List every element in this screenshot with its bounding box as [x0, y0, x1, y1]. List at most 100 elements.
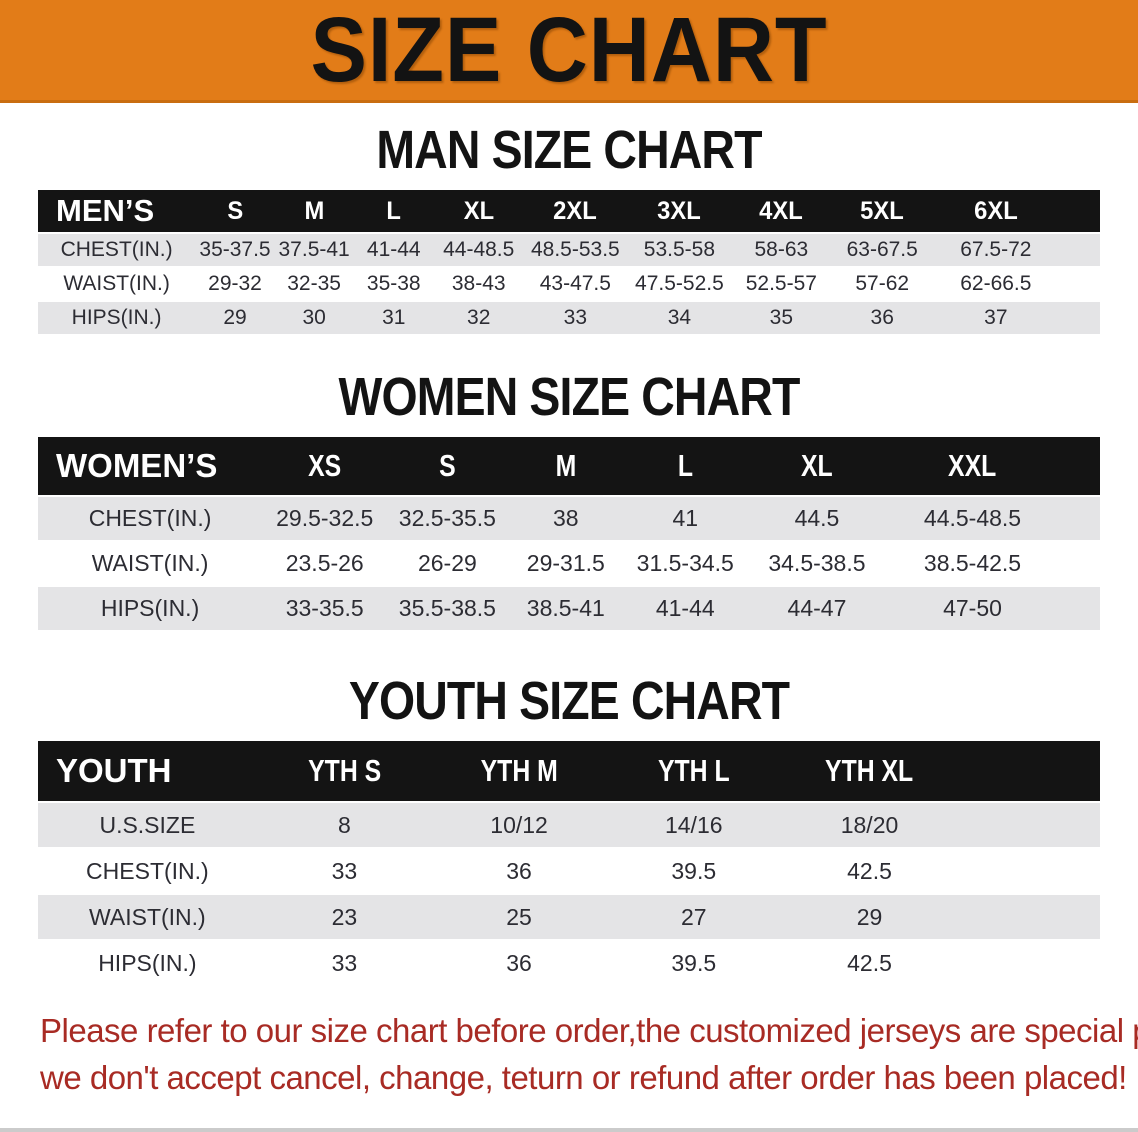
cell-filler: [1058, 302, 1100, 334]
table-cell: 33-35.5: [262, 587, 388, 630]
cell-filler: [1058, 268, 1100, 300]
table-cell: 10/12: [431, 803, 607, 847]
table-cell: 29-31.5: [507, 542, 625, 585]
table-cell: 52.5-57: [731, 268, 832, 300]
table-cell: 63-67.5: [831, 234, 934, 266]
banner-title: SIZE CHART: [310, 0, 828, 101]
table-row: HIPS(IN.) 33-35.5 35.5-38.5 38.5-41 41-44 44-…: [38, 587, 1100, 630]
column-header: S: [387, 437, 508, 495]
row-label: HIPS(IN.): [38, 587, 263, 630]
table-group-label: YOUTH: [38, 741, 257, 801]
table-row: CHEST(IN.) 35-37.5 37.5-41 41-44 44-48.5 48.5…: [38, 234, 1100, 266]
cell-filler: [957, 803, 1100, 847]
men-size-table: MEN’S S M L XL 2XL 3XL 4XL 5XL 6XL CHEST(IN.) 35-37…: [38, 188, 1100, 336]
women-size-table: WOMEN’S XS S M L XL XXL CHEST(IN.) 29.5-32.5 32.5…: [38, 435, 1100, 632]
column-header: 2XL: [523, 190, 628, 232]
table-row: CHEST(IN.) 29.5-32.5 32.5-35.5 38 41 44.5 44.5…: [38, 497, 1100, 540]
size-chart-banner: SIZE CHART: [0, 0, 1138, 103]
men-section-title-text: MAN SIZE CHART: [376, 120, 762, 180]
table-cell: 29: [195, 302, 275, 334]
column-header: XXL: [887, 437, 1058, 495]
header-filler: [1057, 437, 1100, 495]
table-row: WAIST(IN.) 23.5-26 26-29 29-31.5 31.5-34.5 34…: [38, 542, 1100, 585]
column-header: 5XL: [831, 190, 934, 232]
cell-filler: [1057, 542, 1100, 585]
table-cell: 36: [431, 849, 607, 893]
column-header: S: [195, 190, 275, 232]
cell-filler: [1057, 497, 1100, 540]
table-cell: 44-48.5: [434, 234, 524, 266]
table-cell: 44-47: [746, 587, 888, 630]
table-group-label: WOMEN’S: [38, 437, 263, 495]
table-cell: 32-35: [274, 268, 354, 300]
table-cell: 47-50: [887, 587, 1058, 630]
column-header: XL: [434, 190, 524, 232]
table-cell: 33: [523, 302, 628, 334]
table-cell: 29: [781, 895, 958, 939]
column-header: M: [274, 190, 354, 232]
cell-filler: [1058, 234, 1100, 266]
table-cell: 37.5-41: [274, 234, 354, 266]
table-cell: 36: [831, 302, 934, 334]
women-section-title-text: WOMEN SIZE CHART: [338, 367, 801, 427]
disclaimer-text: Please refer to our size chart before or…: [40, 1007, 1138, 1101]
row-label: CHEST(IN.): [38, 234, 196, 266]
table-cell: 38.5-42.5: [887, 542, 1058, 585]
table-cell: 33: [256, 941, 432, 985]
table-cell: 31.5-34.5: [624, 542, 747, 585]
table-cell: 32.5-35.5: [387, 497, 508, 540]
table-cell: 48.5-53.5: [523, 234, 628, 266]
row-label: WAIST(IN.): [38, 542, 263, 585]
table-cell: 29-32: [195, 268, 275, 300]
row-label: HIPS(IN.): [38, 941, 257, 985]
table-cell: 23.5-26: [262, 542, 388, 585]
table-row: HIPS(IN.) 33 36 39.5 42.5: [38, 941, 1100, 985]
disclaimer-line-2: we don't accept cancel, change, teturn o…: [40, 1059, 1127, 1096]
table-cell: 30: [274, 302, 354, 334]
header-filler: [957, 741, 1100, 801]
table-cell: 35-38: [353, 268, 435, 300]
column-header: YTH XL: [781, 741, 958, 801]
table-row: WAIST(IN.) 23 25 27 29: [38, 895, 1100, 939]
column-header: L: [624, 437, 747, 495]
table-cell: 43-47.5: [523, 268, 628, 300]
table-cell: 23: [256, 895, 432, 939]
table-cell: 44.5: [746, 497, 888, 540]
table-cell: 41-44: [353, 234, 435, 266]
table-cell: 39.5: [606, 849, 782, 893]
table-cell: 44.5-48.5: [887, 497, 1058, 540]
column-header: YTH M: [431, 741, 607, 801]
table-cell: 35-37.5: [195, 234, 275, 266]
table-cell: 25: [431, 895, 607, 939]
column-header: 3XL: [627, 190, 732, 232]
table-cell: 26-29: [387, 542, 508, 585]
women-section-title: WOMEN SIZE CHART: [0, 367, 1138, 435]
row-label: CHEST(IN.): [38, 849, 257, 893]
table-row: CHEST(IN.) 33 36 39.5 42.5: [38, 849, 1100, 893]
table-row: WAIST(IN.) 29-32 32-35 35-38 38-43 43-47.5 47.…: [38, 268, 1100, 300]
table-cell: 38-43: [434, 268, 524, 300]
column-header: XS: [262, 437, 388, 495]
table-cell: 31: [353, 302, 435, 334]
cell-filler: [1057, 587, 1100, 630]
header-filler: [1058, 190, 1100, 232]
cell-filler: [957, 941, 1100, 985]
column-header: M: [507, 437, 625, 495]
table-cell: 8: [256, 803, 432, 847]
cell-filler: [957, 895, 1100, 939]
table-cell: 35: [731, 302, 832, 334]
column-header: L: [353, 190, 435, 232]
row-label: HIPS(IN.): [38, 302, 196, 334]
table-cell: 34.5-38.5: [746, 542, 888, 585]
disclaimer-line-1: Please refer to our size chart before or…: [40, 1012, 1138, 1049]
table-cell: 38: [507, 497, 625, 540]
youth-size-table: YOUTH YTH S YTH M YTH L YTH XL U.S.SIZE 8 10/12…: [38, 739, 1100, 987]
table-cell: 38.5-41: [507, 587, 625, 630]
column-header: XL: [746, 437, 888, 495]
table-cell: 67.5-72: [933, 234, 1059, 266]
table-cell: 41-44: [624, 587, 747, 630]
table-cell: 35.5-38.5: [387, 587, 508, 630]
table-group-label: MEN’S: [38, 190, 196, 232]
row-label: U.S.SIZE: [38, 803, 257, 847]
